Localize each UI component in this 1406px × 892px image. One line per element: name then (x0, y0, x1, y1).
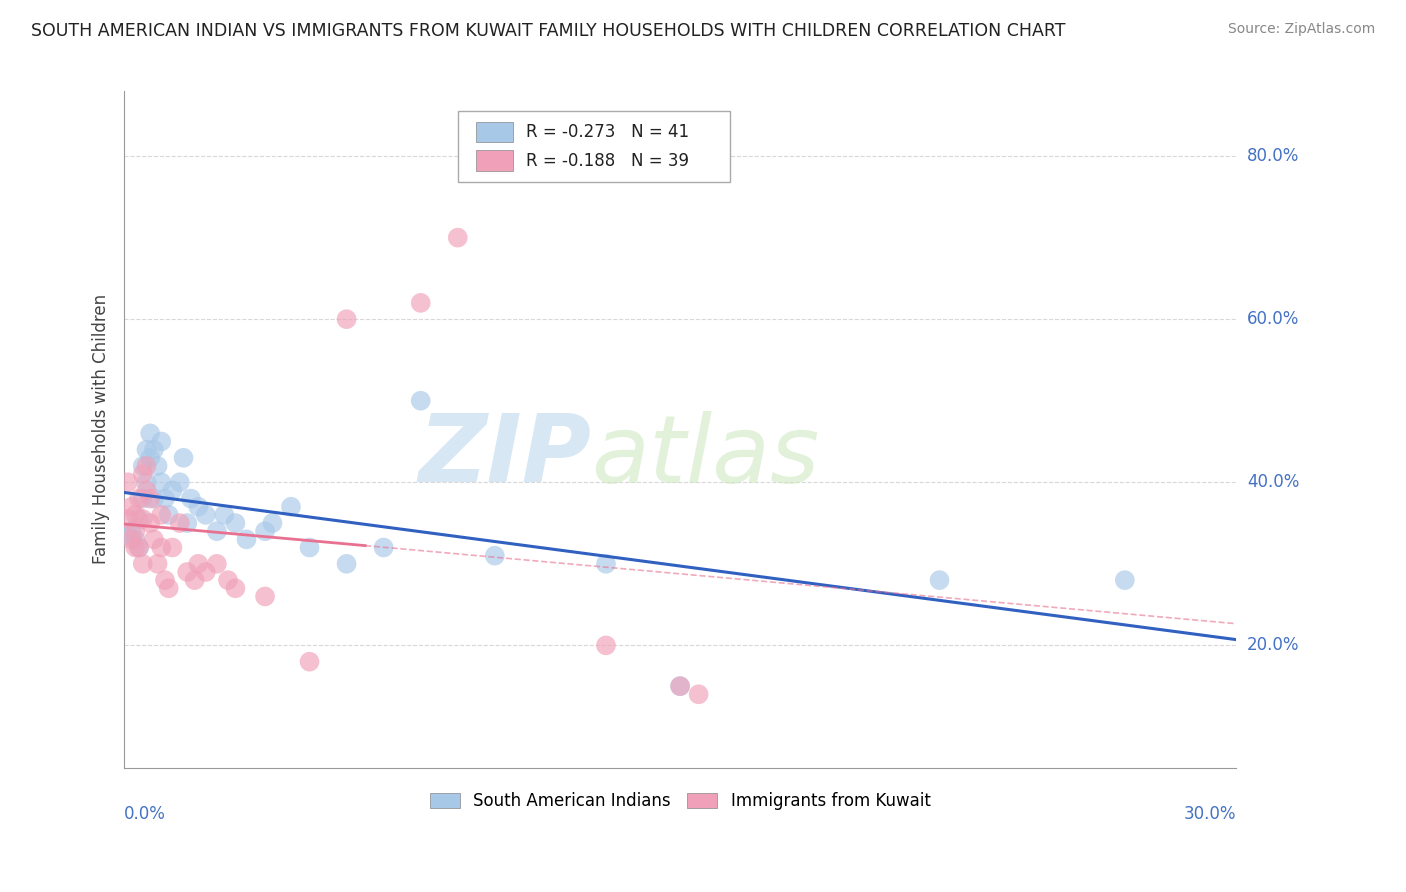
Point (157, 582, 180, 596)
Point (128, 541, 150, 555)
Point (150, 508, 173, 522)
Point (409, 393, 432, 408)
Point (132, 557, 155, 571)
Point (254, 524, 277, 539)
Point (153, 491, 176, 506)
Text: ZIP: ZIP (419, 410, 591, 502)
Text: 60.0%: 60.0% (1247, 310, 1299, 328)
Text: R = -0.273   N = 41: R = -0.273 N = 41 (526, 123, 689, 141)
Point (254, 590, 277, 604)
Point (194, 508, 217, 522)
Point (595, 639, 617, 653)
Point (117, 475, 139, 490)
Point (135, 483, 157, 498)
Point (928, 573, 950, 587)
Point (447, 230, 470, 244)
Point (669, 679, 692, 693)
Point (262, 516, 284, 530)
Point (121, 533, 143, 547)
Point (217, 573, 239, 587)
Text: Source: ZipAtlas.com: Source: ZipAtlas.com (1227, 22, 1375, 37)
Legend: South American Indians, Immigrants from Kuwait: South American Indians, Immigrants from … (423, 786, 938, 817)
Point (139, 516, 162, 530)
Point (146, 458, 169, 473)
Point (128, 491, 150, 506)
Point (298, 541, 321, 555)
Point (117, 512, 139, 526)
Text: R = -0.188   N = 39: R = -0.188 N = 39 (526, 152, 689, 169)
Point (205, 524, 228, 539)
Text: 0.0%: 0.0% (124, 805, 166, 823)
Point (150, 434, 173, 449)
Point (235, 533, 257, 547)
Point (187, 500, 209, 514)
Point (132, 467, 155, 482)
Point (139, 450, 162, 465)
Text: 40.0%: 40.0% (1247, 474, 1299, 491)
Text: 30.0%: 30.0% (1184, 805, 1236, 823)
Point (157, 508, 180, 522)
Point (688, 687, 710, 701)
Point (142, 442, 165, 457)
Point (595, 557, 617, 571)
Point (173, 450, 195, 465)
Point (484, 549, 506, 563)
Point (409, 296, 432, 310)
Point (124, 508, 146, 522)
Point (139, 491, 162, 506)
Point (124, 524, 146, 539)
Point (150, 541, 173, 555)
Point (117, 528, 139, 542)
Y-axis label: Family Households with Children: Family Households with Children (93, 294, 110, 565)
Point (335, 557, 357, 571)
Point (373, 541, 395, 555)
Point (224, 582, 246, 596)
Point (183, 573, 205, 587)
Point (150, 475, 173, 490)
Point (142, 533, 165, 547)
Point (132, 491, 155, 506)
Point (121, 500, 143, 514)
Point (162, 541, 184, 555)
Point (180, 491, 202, 506)
Text: 80.0%: 80.0% (1247, 147, 1299, 165)
Point (139, 426, 162, 441)
Point (142, 491, 165, 506)
Point (1114, 573, 1136, 587)
Point (205, 557, 228, 571)
Point (298, 655, 321, 669)
Point (176, 565, 198, 579)
Point (280, 500, 302, 514)
Point (135, 458, 157, 473)
Text: 20.0%: 20.0% (1247, 636, 1299, 655)
Point (187, 557, 209, 571)
FancyBboxPatch shape (458, 112, 730, 182)
Point (132, 458, 155, 473)
Point (135, 442, 157, 457)
Text: atlas: atlas (591, 411, 820, 502)
Point (162, 483, 184, 498)
Point (214, 508, 236, 522)
Text: SOUTH AMERICAN INDIAN VS IMMIGRANTS FROM KUWAIT FAMILY HOUSEHOLDS WITH CHILDREN : SOUTH AMERICAN INDIAN VS IMMIGRANTS FROM… (31, 22, 1066, 40)
Point (153, 573, 176, 587)
Point (124, 541, 146, 555)
Point (176, 516, 198, 530)
Point (169, 475, 191, 490)
Point (128, 541, 150, 555)
Point (669, 679, 692, 693)
Point (169, 516, 191, 530)
Point (121, 524, 143, 539)
FancyBboxPatch shape (475, 151, 513, 170)
Point (335, 312, 357, 326)
Point (224, 516, 246, 530)
FancyBboxPatch shape (475, 122, 513, 142)
Point (128, 512, 150, 526)
Point (124, 533, 146, 547)
Point (194, 565, 217, 579)
Point (132, 512, 155, 526)
Point (146, 557, 169, 571)
Point (135, 475, 157, 490)
